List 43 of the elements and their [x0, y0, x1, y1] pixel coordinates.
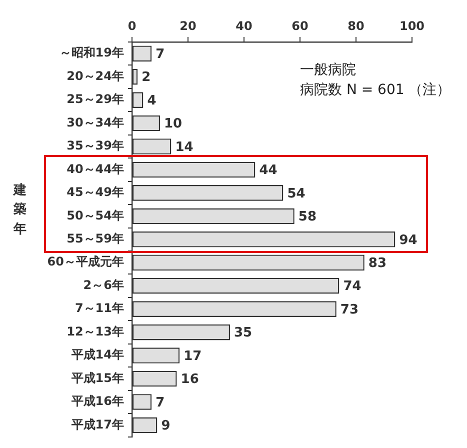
- data-label: 83: [368, 256, 386, 271]
- data-label: 2: [142, 70, 151, 86]
- y-tick-label: 平成16年: [70, 394, 124, 408]
- data-label: 54: [287, 186, 306, 202]
- y-tick-label: 40～44年: [66, 162, 124, 176]
- annotation: 一般病院: [300, 61, 357, 80]
- y-tick-label: 25～29年: [66, 92, 124, 106]
- x-tick-label: 60: [292, 18, 308, 33]
- data-label: 16: [180, 372, 199, 388]
- data-label: 4: [147, 93, 156, 108]
- y-tick-label: 45～49年: [66, 185, 124, 200]
- data-label: 74: [343, 279, 362, 294]
- data-label: 58: [298, 210, 316, 225]
- y-tick-label: 2～6年: [83, 278, 124, 292]
- data-label: 73: [340, 302, 358, 318]
- y-tick-label: 30～34年: [66, 115, 124, 130]
- data-label: 9: [161, 418, 170, 434]
- x-tick-label: 20: [180, 18, 196, 33]
- y-tick-label: 平成17年: [70, 417, 124, 432]
- y-tick-label: 平成15年: [70, 370, 124, 385]
- data-label: 7: [156, 395, 165, 410]
- y-tick-label: 60～平成元年: [47, 254, 124, 269]
- y-tick-label: 50～54年: [66, 208, 124, 222]
- data-label: 17: [184, 348, 202, 364]
- data-label: 14: [175, 140, 194, 155]
- y-axis-title: 建築年: [11, 172, 28, 232]
- x-tick-label: 40: [236, 18, 252, 33]
- x-tick-label: 100: [399, 18, 425, 33]
- data-label: 35: [234, 326, 252, 341]
- y-tick-label: 35～39年: [66, 138, 124, 153]
- y-tick-label: 平成14年: [70, 348, 124, 362]
- annotation: 病院数 N = 601 （注）: [300, 81, 451, 100]
- y-tick-label: 20～24年: [66, 68, 124, 83]
- x-tick-label: 80: [348, 18, 364, 33]
- y-tick-label: 12～13年: [66, 324, 124, 338]
- data-label: 94: [399, 232, 418, 248]
- x-tick-label: 0: [128, 18, 136, 33]
- y-tick-label: 55～59年: [66, 232, 124, 246]
- data-label: 44: [259, 163, 278, 178]
- data-label: 7: [156, 46, 165, 62]
- y-tick-label: ～昭和19年: [59, 46, 124, 60]
- y-tick-label: 7～11年: [74, 301, 124, 316]
- data-label: 10: [164, 116, 182, 132]
